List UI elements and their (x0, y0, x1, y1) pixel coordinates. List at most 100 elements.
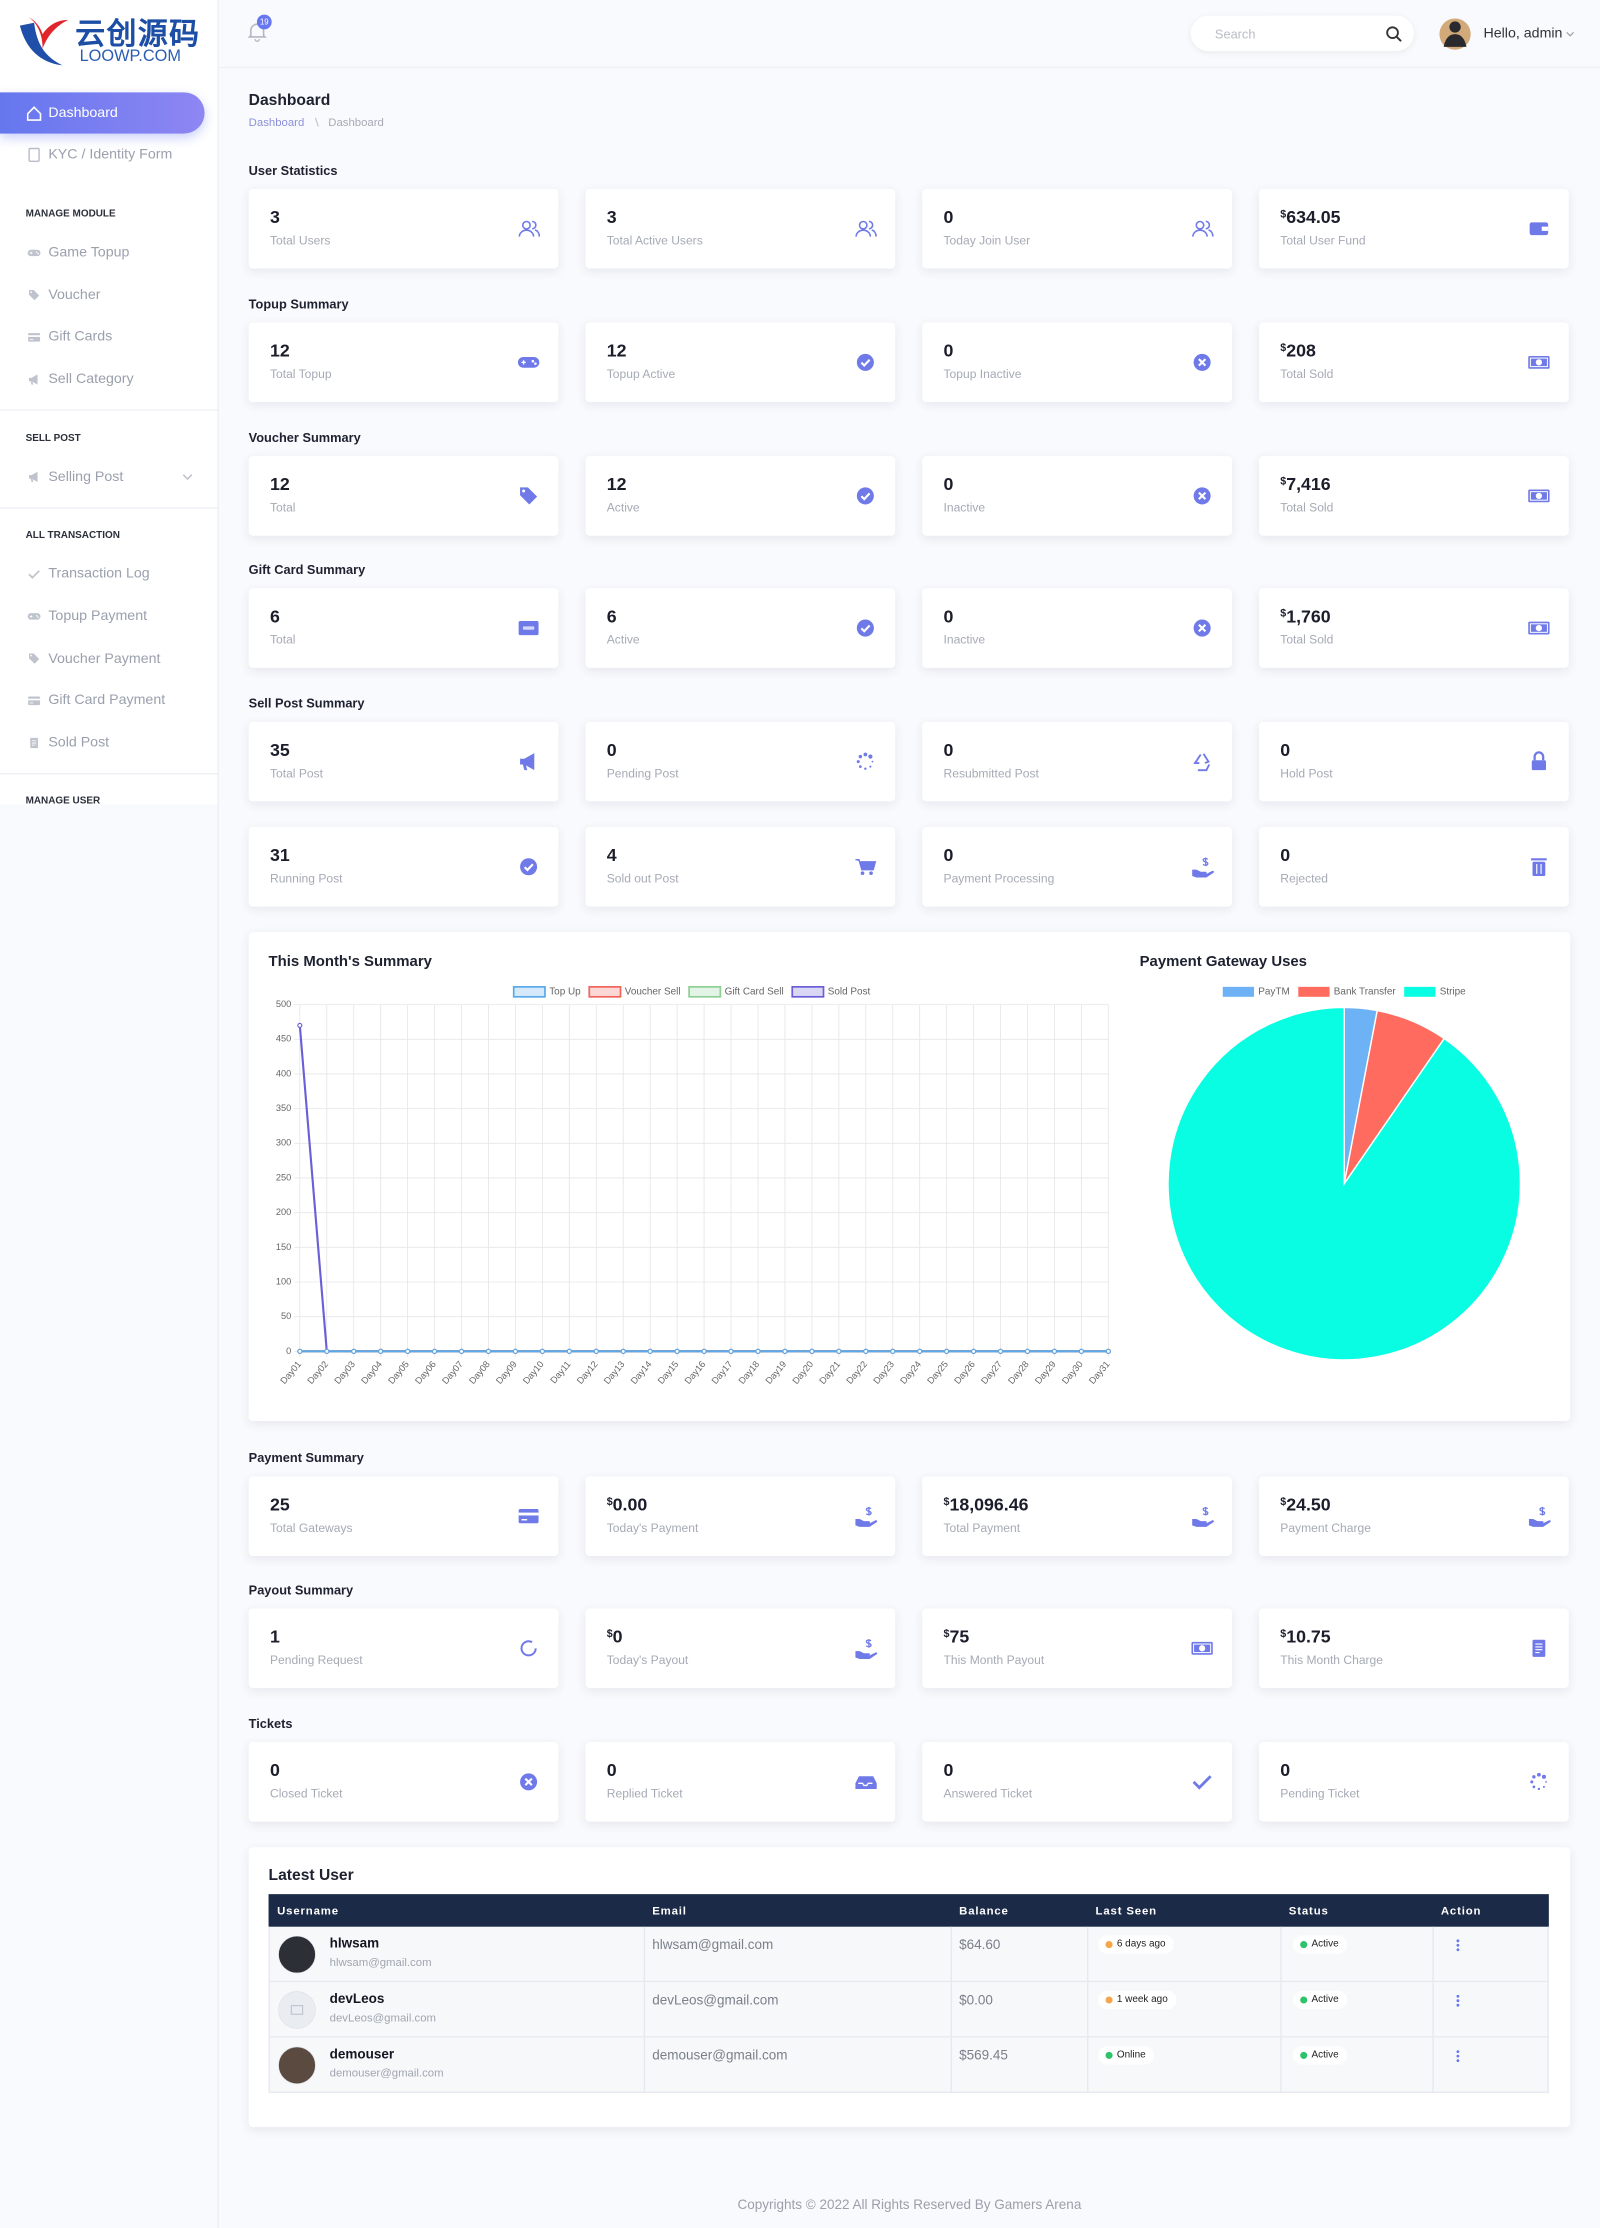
card-label: Total Active Users (606, 233, 703, 248)
card-value: 4 (607, 845, 617, 865)
status-dot (1300, 1941, 1308, 1949)
status-badge: Active (1293, 1935, 1348, 1954)
menu-label[interactable]: Sell Category (48, 371, 134, 388)
section-title: Voucher Summary (248, 430, 361, 445)
menu-label[interactable]: Topup Payment (48, 608, 148, 625)
card-label: Pending Request (269, 1652, 363, 1667)
section-title: Topup Summary (248, 296, 349, 312)
menu-label[interactable]: Voucher (48, 287, 101, 303)
stat-card: 0 Answered Ticket (922, 1742, 1232, 1822)
search-box[interactable]: Search (1190, 15, 1414, 52)
menu-label[interactable]: Transaction Log (48, 566, 150, 583)
stat-card: $24.50 Payment Charge (1258, 1476, 1569, 1556)
status-dot (1105, 2051, 1113, 2059)
value-text: 0 (943, 845, 954, 866)
currency-symbol: $ (943, 1494, 950, 1508)
cell-border (643, 1982, 646, 2038)
card-label: Topup Inactive (943, 366, 1022, 381)
chart-panel (248, 932, 1571, 1421)
cell-border (950, 1982, 953, 2038)
value-text: 10.75 (1286, 1626, 1331, 1647)
action-button[interactable] (1449, 1989, 1466, 2012)
card-label: Closed Ticket (269, 1786, 343, 1801)
card-value: 3 (607, 207, 617, 227)
stat-card: 4 Sold out Post (585, 826, 896, 907)
value-text: 0 (269, 1760, 280, 1781)
stat-card: 6 Active (585, 588, 896, 668)
card-label: Total Gateways (269, 1520, 353, 1535)
card-value: 0 (1280, 1761, 1290, 1781)
menu-label[interactable]: Gift Cards (48, 329, 113, 346)
menu-label[interactable]: Gift Card Payment (48, 692, 166, 709)
value-text: 4 (606, 845, 617, 866)
currency-symbol: $ (1280, 606, 1287, 620)
value-text: 208 (1286, 341, 1316, 361)
stat-card: 0 Inactive (922, 456, 1232, 536)
value-text: 12 (606, 341, 627, 361)
logo-title: 云创源码 (75, 18, 201, 52)
menu-label[interactable]: Game Topup (48, 245, 130, 261)
menu-label[interactable]: Selling Post (48, 469, 124, 485)
card-value: $0 (607, 1627, 623, 1647)
card-label: Payment Charge (1280, 1520, 1371, 1535)
cell-border (1280, 2037, 1282, 2094)
stat-card: $75 This Month Payout (922, 1608, 1232, 1689)
card-label: Total Sold (1280, 632, 1334, 647)
card-value: 0 (944, 607, 954, 627)
value-text: 1,760 (1286, 606, 1331, 627)
value-text: 12 (269, 341, 290, 361)
stat-card: 0 Hold Post (1258, 721, 1569, 802)
action-button[interactable] (1449, 1934, 1466, 1957)
section-title: User Statistics (248, 163, 338, 178)
menu-label[interactable]: Sold Post (48, 735, 110, 751)
card-label: Total Sold (1280, 500, 1334, 515)
cell-border (1432, 1982, 1434, 2038)
breadcrumb-item: Dashboard (328, 115, 384, 129)
section-title: Sell Post Summary (248, 696, 365, 711)
stat-card: 12 Total (248, 456, 559, 536)
value-text: 0 (1280, 845, 1291, 866)
menu-label[interactable]: Dashboard (48, 105, 118, 122)
search-placeholder[interactable]: Search (1214, 26, 1256, 41)
card-value: $0.00 (607, 1495, 648, 1515)
card-label: Total (269, 632, 296, 647)
cell-border (643, 1926, 646, 1983)
card-value: 0 (607, 740, 617, 760)
value-text: 0 (606, 740, 617, 761)
value-text: 0 (943, 606, 954, 627)
card-label: Hold Post (1280, 765, 1333, 781)
table-row (268, 1926, 1549, 1983)
menu-separator (0, 409, 218, 411)
cell-border (1432, 1926, 1434, 1983)
card-label: Total (269, 500, 296, 515)
admin-greeting[interactable]: Hello, admin (1483, 26, 1563, 42)
action-button[interactable] (1449, 2045, 1466, 2068)
card-label: Total Post (269, 765, 324, 781)
currency-symbol: $ (606, 1626, 613, 1640)
card-value: 35 (270, 740, 290, 760)
card-value: $7,416 (1280, 475, 1330, 495)
menu-label[interactable]: KYC / Identity Form (48, 147, 173, 163)
value-text: 25 (269, 1494, 290, 1515)
last-seen-badge: 6 days ago (1098, 1935, 1175, 1954)
card-label: Total Topup (269, 366, 332, 381)
menu-label[interactable]: Voucher Payment (48, 650, 161, 667)
stat-card: $1,760 Total Sold (1258, 588, 1569, 668)
card-value: $634.05 (1280, 207, 1340, 227)
card-value: 12 (270, 341, 290, 361)
table-header (268, 1894, 1549, 1927)
value-text: 0 (943, 740, 954, 761)
currency-symbol: $ (1280, 1494, 1287, 1508)
currency-symbol: $ (1280, 474, 1287, 488)
menu-separator (0, 772, 218, 775)
status-dot (1300, 2051, 1308, 2059)
card-label: Today Join User (943, 233, 1031, 248)
column-header: Email (652, 1904, 687, 1917)
status-badge: Active (1293, 1990, 1348, 2010)
section-title: Gift Card Summary (248, 562, 366, 577)
stat-card: 25 Total Gateways (248, 1476, 559, 1556)
stat-card: $0.00 Today's Payment (585, 1476, 896, 1556)
value-text: 0 (612, 1626, 623, 1647)
username: demouser (329, 2046, 395, 2063)
card-label: Answered Ticket (943, 1786, 1033, 1801)
